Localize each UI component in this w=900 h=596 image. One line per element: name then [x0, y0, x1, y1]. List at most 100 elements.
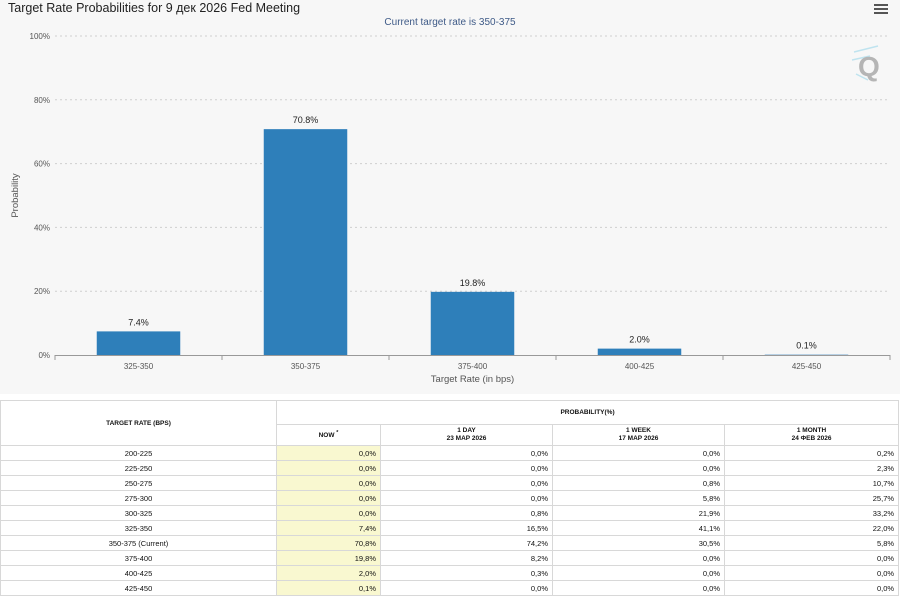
rate-cell: 250-275 [0, 475, 277, 491]
probability-header: PROBABILITY(%) [275, 400, 900, 425]
probability-cell: 0,0% [276, 445, 381, 461]
probability-cell: 0,1% [276, 580, 381, 596]
probability-cell: 16,5% [380, 520, 553, 536]
probability-cell: 0,0% [552, 445, 725, 461]
rate-cell: 325-350 [0, 520, 277, 536]
chart-subtitle: Current target rate is 350-375 [384, 17, 516, 28]
y-tick-label: 0% [38, 351, 50, 360]
menu-icon[interactable] [874, 4, 888, 16]
probability-cell: 8,2% [380, 550, 553, 566]
x-axis-title: Target Rate (in bps) [431, 374, 514, 385]
probability-cell: 41,1% [552, 520, 725, 536]
probability-cell: 0,0% [380, 490, 553, 506]
table-row: 375-400 19,8% 8,2% 0,0% 0,0% [0, 550, 900, 566]
bar-chart: 0% 20% 40% 60% 80% 100% 7.4% 325-350 70.8% 350-37… [10, 32, 891, 385]
probability-cell: 25,7% [723, 490, 900, 506]
probability-cell: 0,8% [552, 475, 725, 491]
probability-cell: 0,0% [552, 565, 725, 581]
chart-panel: Target Rate Probabilities for 9 дек 2026… [8, 1, 891, 385]
rate-cell: 375-400 [0, 550, 277, 566]
column-header-0: NOW * [276, 423, 381, 447]
svg-text:Q: Q [858, 51, 880, 82]
column-label: 1 WEEK [626, 426, 651, 434]
probability-cell: 0,0% [380, 460, 553, 476]
rate-header: TARGET RATE (BPS) [0, 400, 277, 446]
bar-375-400 [430, 291, 515, 355]
probability-cell: 70,8% [276, 535, 381, 551]
rate-cell: 300-325 [0, 505, 277, 521]
column-header-2: 1 WEEK 17 МАР 2026 [552, 423, 725, 447]
probability-cell: 21,9% [552, 505, 725, 521]
rate-cell: 225-250 [0, 460, 277, 476]
data-label: 7.4% [128, 317, 149, 327]
probability-cell: 10,7% [723, 475, 900, 491]
probability-cell: 0,0% [276, 460, 381, 476]
data-label: 70.8% [293, 115, 319, 125]
y-tick-label: 40% [34, 223, 50, 232]
bar-325-350 [96, 331, 181, 355]
data-label: 2.0% [629, 335, 650, 345]
column-label: 1 MONTH [796, 426, 827, 434]
column-label: 1 DAY [457, 426, 476, 434]
column-marker: * [336, 430, 339, 437]
table-row: 200-225 0,0% 0,0% 0,0% 0,2% [0, 445, 900, 461]
x-tick-label: 425-450 [792, 362, 822, 371]
table-row: 250-275 0,0% 0,0% 0,8% 10,7% [0, 475, 900, 491]
y-tick-label: 60% [34, 160, 50, 169]
probability-cell: 0,0% [380, 475, 553, 491]
probability-cell: 0,0% [380, 580, 553, 596]
rate-cell: 425-450 [0, 580, 277, 596]
probability-table: TARGET RATE (BPS) PROBABILITY(%) NOW * 1 … [0, 400, 900, 596]
probability-cell: 2,3% [723, 460, 900, 476]
y-tick-label: 80% [34, 96, 50, 105]
column-header-3: 1 MONTH 24 ФЕВ 2026 [723, 423, 900, 447]
probability-cell: 33,2% [723, 505, 900, 521]
probability-cell: 0,2% [723, 445, 900, 461]
probability-cell: 30,5% [552, 535, 725, 551]
data-label: 0.1% [796, 341, 817, 351]
x-tick-label: 325-350 [124, 362, 154, 371]
table-row: 275-300 0,0% 0,0% 5,8% 25,7% [0, 490, 900, 506]
x-tick-label: 350-375 [291, 362, 321, 371]
probability-cell: 5,8% [723, 535, 900, 551]
rate-cell: 275-300 [0, 490, 277, 506]
x-tick-label: 400-425 [625, 362, 655, 371]
probability-cell: 0,0% [723, 565, 900, 581]
table-row: 225-250 0,0% 0,0% 0,0% 2,3% [0, 460, 900, 476]
probability-cell: 0,0% [723, 580, 900, 596]
table-row: 350-375 (Current) 70,8% 74,2% 30,5% 5,8% [0, 535, 900, 551]
bar-350-375 [263, 129, 348, 355]
y-tick-label: 20% [34, 287, 50, 296]
probability-cell: 19,8% [276, 550, 381, 566]
x-tick-label: 375-400 [458, 362, 488, 371]
rate-cell: 400-425 [0, 565, 277, 581]
probability-cell: 0,0% [723, 550, 900, 566]
rate-cell: 350-375 (Current) [0, 535, 277, 551]
probability-table-container: TARGET RATE (BPS) PROBABILITY(%) NOW * 1 … [0, 400, 900, 596]
probability-cell: 7,4% [276, 520, 381, 536]
column-header-1: 1 DAY 23 МАР 2026 [380, 423, 553, 447]
table-row: 325-350 7,4% 16,5% 41,1% 22,0% [0, 520, 900, 536]
column-date: 24 ФЕВ 2026 [791, 434, 832, 442]
chart-title: Target Rate Probabilities for 9 дек 2026… [8, 1, 301, 15]
probability-cell: 0,8% [380, 505, 553, 521]
probability-cell: 5,8% [552, 490, 725, 506]
table-row: 425-450 0,1% 0,0% 0,0% 0,0% [0, 580, 900, 596]
probability-cell: 0,0% [552, 550, 725, 566]
probability-cell: 0,0% [276, 505, 381, 521]
probability-cell: 0,0% [276, 475, 381, 491]
probability-cell: 2,0% [276, 565, 381, 581]
column-date: 23 МАР 2026 [446, 434, 487, 442]
y-tick-label: 100% [30, 32, 50, 41]
y-axis-title: Probability [10, 173, 21, 218]
column-label: NOW * [318, 430, 339, 440]
table-row: 300-325 0,0% 0,8% 21,9% 33,2% [0, 505, 900, 521]
bar-400-425 [597, 348, 682, 355]
probability-cell: 0,3% [380, 565, 553, 581]
column-date: 17 МАР 2026 [618, 434, 659, 442]
probability-cell: 0,0% [276, 490, 381, 506]
probability-cell: 22,0% [723, 520, 900, 536]
probability-cell: 0,0% [552, 460, 725, 476]
logo-watermark-icon: Q [851, 45, 880, 82]
rate-cell: 200-225 [0, 445, 277, 461]
